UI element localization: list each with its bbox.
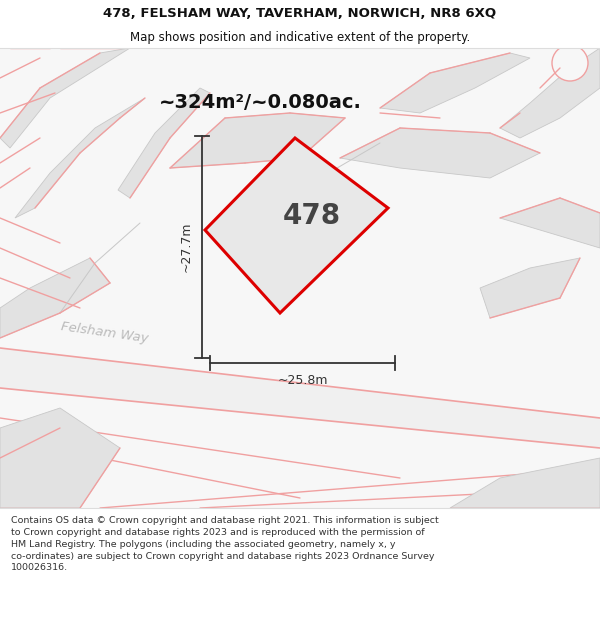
Polygon shape (500, 198, 600, 248)
Text: Contains OS data © Crown copyright and database right 2021. This information is : Contains OS data © Crown copyright and d… (11, 516, 439, 572)
Text: ~27.7m: ~27.7m (179, 222, 193, 272)
Polygon shape (450, 458, 600, 508)
Polygon shape (480, 258, 580, 318)
Text: 478: 478 (283, 202, 341, 230)
Polygon shape (340, 128, 540, 178)
Polygon shape (0, 348, 600, 448)
Polygon shape (0, 48, 130, 148)
Text: 478, FELSHAM WAY, TAVERHAM, NORWICH, NR8 6XQ: 478, FELSHAM WAY, TAVERHAM, NORWICH, NR8… (103, 7, 497, 20)
Polygon shape (205, 138, 388, 313)
Polygon shape (118, 88, 210, 198)
Circle shape (552, 45, 588, 81)
Polygon shape (0, 258, 110, 338)
Text: ~324m²/~0.080ac.: ~324m²/~0.080ac. (158, 94, 361, 112)
Text: Felsham Way: Felsham Way (61, 321, 149, 346)
Text: Map shows position and indicative extent of the property.: Map shows position and indicative extent… (130, 31, 470, 44)
Polygon shape (170, 113, 345, 168)
Text: ~25.8m: ~25.8m (277, 374, 328, 388)
Polygon shape (380, 53, 530, 113)
Polygon shape (500, 48, 600, 138)
Polygon shape (0, 408, 120, 508)
Polygon shape (15, 98, 145, 218)
